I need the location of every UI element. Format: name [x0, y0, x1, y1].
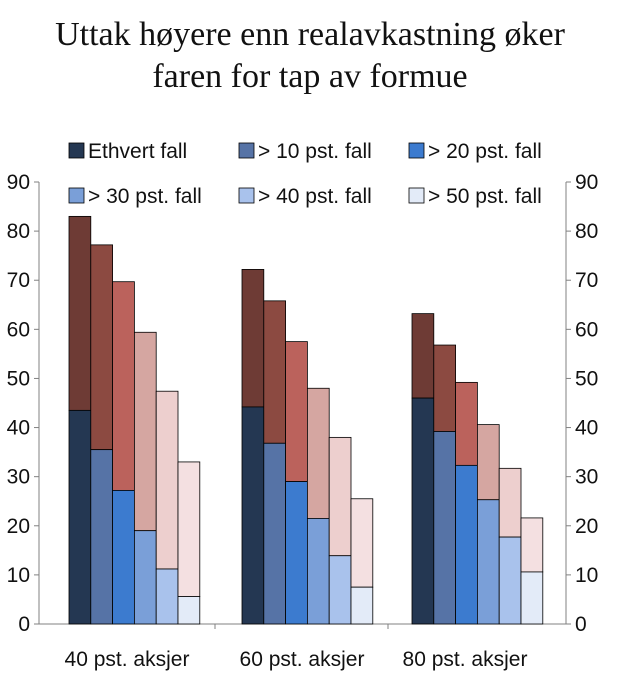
y-tick-label-right: 40 — [575, 417, 598, 440]
legend-swatch — [68, 142, 85, 159]
legend-swatch — [238, 142, 255, 159]
y-tick-label-left: 20 — [7, 515, 30, 538]
bar-upper-segment — [241, 269, 265, 408]
bar-upper-segment — [350, 498, 374, 588]
legend-swatch — [68, 187, 85, 204]
bar-upper-segment — [433, 344, 456, 432]
bar-lower-segment — [241, 406, 265, 625]
bar-upper-segment — [411, 313, 435, 399]
legend-label: Ethvert fall — [88, 140, 187, 163]
x-category-label: 60 pst. aksjer — [240, 648, 365, 671]
bar-upper-segment — [520, 517, 544, 573]
y-tick-label-right: 70 — [575, 269, 598, 292]
y-tick-label-right: 0 — [575, 613, 587, 636]
bar-upper-segment — [133, 331, 157, 532]
legend-label: > 40 pst. fall — [258, 185, 372, 208]
bar-upper-segment — [90, 244, 114, 451]
chart-title-line-1: Uttak høyere enn realavkastning øker — [55, 16, 565, 53]
y-tick-label-right: 60 — [575, 318, 598, 341]
legend-swatch — [408, 142, 425, 159]
bar-lower-segment — [155, 568, 179, 625]
y-tick-label-left: 10 — [7, 564, 30, 587]
y-tick-label-right: 10 — [575, 564, 598, 587]
bar-upper-segment — [476, 424, 500, 501]
y-tick-label-left: 0 — [18, 613, 30, 636]
bar-lower-segment — [285, 481, 308, 625]
bar-lower-segment — [133, 530, 157, 625]
legend-label: > 30 pst. fall — [88, 185, 202, 208]
bar-lower-segment — [112, 490, 135, 625]
legend-label: > 10 pst. fall — [258, 140, 372, 163]
y-tick-label-right: 50 — [575, 367, 598, 390]
bar-lower-segment — [520, 571, 544, 625]
y-tick-label-left: 70 — [7, 269, 30, 292]
y-tick-label-left: 50 — [7, 367, 30, 390]
legend-label: > 20 pst. fall — [428, 140, 542, 163]
legend-label: > 50 pst. fall — [428, 185, 542, 208]
bar-lower-segment — [328, 555, 352, 625]
bar-lower-segment — [455, 464, 478, 625]
bar-lower-segment — [90, 449, 114, 625]
chart-title: Uttak høyere enn realavkastning øker far… — [0, 14, 620, 98]
y-tick-label-right: 20 — [575, 515, 598, 538]
x-category-label: 80 pst. aksjer — [403, 648, 528, 671]
y-tick-label-left: 90 — [7, 171, 30, 194]
y-tick-label-right: 90 — [575, 171, 598, 194]
bar-upper-segment — [155, 390, 179, 570]
y-tick-label-right: 30 — [575, 466, 598, 489]
bar-lower-segment — [411, 397, 435, 625]
y-tick-label-left: 60 — [7, 318, 30, 341]
bar-lower-segment — [68, 409, 92, 625]
y-tick-label-right: 80 — [575, 220, 598, 243]
bar-lower-segment — [476, 499, 500, 625]
bar-lower-segment — [177, 596, 201, 625]
legend-swatch — [238, 187, 255, 204]
y-tick-label-left: 30 — [7, 466, 30, 489]
x-category-label: 40 pst. aksjer — [65, 648, 190, 671]
legend-swatch — [408, 187, 425, 204]
bar-upper-segment — [306, 387, 330, 519]
bar-lower-segment — [306, 518, 330, 625]
y-tick-label-left: 80 — [7, 220, 30, 243]
chart-title-line-2: faren for tap av formue — [152, 58, 468, 95]
bar-upper-segment — [112, 281, 135, 491]
bar-upper-segment — [498, 467, 522, 538]
bar-lower-segment — [350, 586, 374, 625]
bar-lower-segment — [263, 442, 286, 625]
bar-upper-segment — [328, 436, 352, 557]
y-tick-label-left: 40 — [7, 417, 30, 440]
bar-upper-segment — [263, 300, 286, 444]
bar-lower-segment — [433, 431, 456, 625]
bar-lower-segment — [498, 536, 522, 625]
bar-upper-segment — [285, 341, 308, 482]
bar-upper-segment — [177, 461, 201, 597]
bar-upper-segment — [68, 215, 92, 411]
bar-upper-segment — [455, 381, 478, 466]
